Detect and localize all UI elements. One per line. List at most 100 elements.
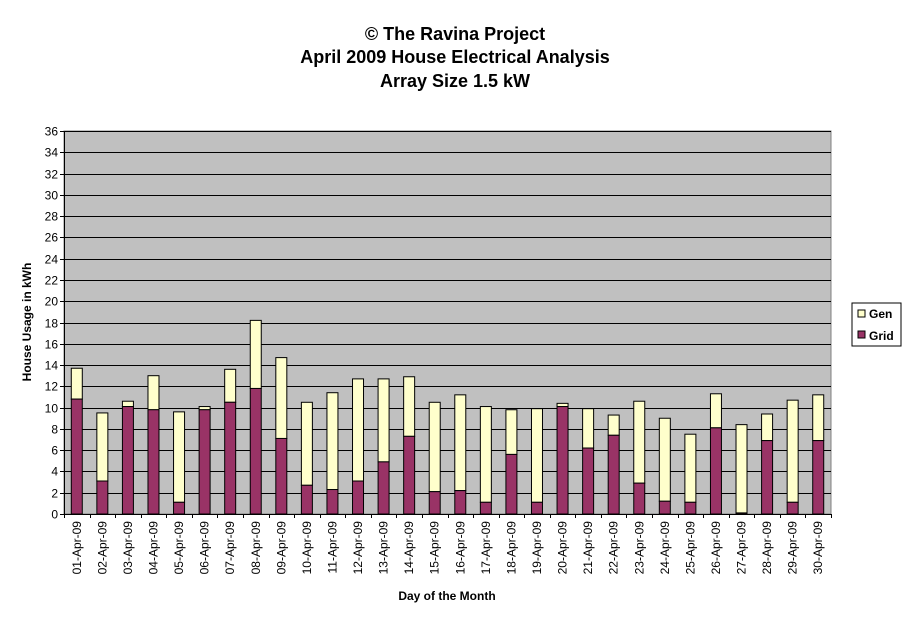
bar-gen-23	[633, 400, 646, 484]
bar-grid-3	[121, 406, 134, 515]
y-tick-label: 16	[45, 338, 59, 352]
chart-title-line-1: © The Ravina Project	[365, 24, 545, 44]
x-tick-label: 19-Apr-09	[530, 521, 544, 575]
y-tick-label: 4	[51, 465, 58, 479]
y-tick-label: 12	[45, 380, 59, 394]
x-tick-labels: 01-Apr-09 02-Apr-09 03-Apr-09 04-Apr-09 05-A…	[70, 521, 825, 575]
y-tick-label: 22	[45, 274, 59, 288]
bar-grid-5	[173, 501, 186, 515]
bar-gen-15	[428, 401, 441, 493]
bar-grid-12	[352, 480, 365, 515]
bar-grid-25	[684, 501, 697, 515]
bar-gen-2	[96, 412, 109, 482]
x-tick-label: 30-Apr-09	[811, 521, 825, 575]
x-tick-label: 27-Apr-09	[735, 521, 749, 575]
x-tick-label: 11-Apr-09	[325, 521, 339, 574]
x-tick-label: 28-Apr-09	[760, 521, 774, 575]
bar-gen-24	[658, 417, 671, 502]
bar-grid-27	[735, 512, 748, 515]
bar-gen-19	[530, 408, 543, 503]
chart-title-line-3: Array Size 1.5 kW	[380, 71, 530, 91]
bar-grid-21	[582, 447, 595, 515]
x-tick-label: 17-Apr-09	[479, 521, 493, 575]
bar-gen-7	[224, 368, 237, 403]
bar-gen-28	[761, 413, 774, 442]
x-tick-label: 07-Apr-09	[223, 521, 237, 575]
y-tick-label: 30	[45, 189, 59, 203]
x-tick-label: 02-Apr-09	[95, 521, 109, 575]
bar-gen-8	[249, 319, 262, 389]
y-tick-label: 24	[45, 253, 59, 267]
bar-grid-14	[403, 435, 416, 515]
x-axis-title: Day of the Month	[398, 589, 495, 603]
x-tick-label: 16-Apr-09	[453, 521, 467, 575]
bar-gen-27	[735, 424, 748, 514]
x-tick-label: 12-Apr-09	[351, 521, 365, 575]
bar-grid-9	[275, 437, 288, 515]
bar-gen-21	[582, 408, 595, 449]
bar-gen-3	[121, 400, 134, 408]
bar-grid-15	[428, 491, 441, 515]
bar-gen-4	[147, 375, 160, 411]
bar-grid-10	[300, 484, 313, 515]
x-tick-label: 08-Apr-09	[249, 521, 263, 575]
legend-label-gen: Gen	[869, 307, 892, 321]
bar-grid-18	[505, 453, 518, 515]
bar-grid-11	[326, 489, 339, 515]
gridlines	[64, 131, 831, 494]
bar-grid-19	[530, 501, 543, 515]
legend-label-grid: Grid	[869, 329, 894, 343]
y-axis-title: House Usage in kWh	[20, 263, 34, 382]
bar-gen-11	[326, 392, 339, 491]
x-tick-label: 04-Apr-09	[146, 521, 160, 575]
x-tick-label: 21-Apr-09	[581, 521, 595, 575]
bar-gen-25	[684, 433, 697, 503]
bar-grid-20	[556, 406, 569, 515]
bar-gen-13	[377, 378, 390, 463]
x-tick-label: 05-Apr-09	[172, 521, 186, 575]
x-tick-label: 24-Apr-09	[658, 521, 672, 575]
bar-grid-17	[479, 501, 492, 515]
x-tick-label: 25-Apr-09	[683, 521, 697, 575]
x-tick-label: 22-Apr-09	[607, 521, 621, 575]
x-tick-label: 23-Apr-09	[632, 521, 646, 575]
bar-grid-4	[147, 409, 160, 515]
bar-gen-14	[403, 376, 416, 437]
x-tick-label: 20-Apr-09	[556, 521, 570, 575]
y-tick-label: 8	[51, 423, 58, 437]
x-tick-label: 29-Apr-09	[786, 521, 800, 575]
bar-grid-1	[70, 398, 83, 515]
bar-grid-6	[198, 409, 211, 515]
y-tick-label: 34	[45, 146, 59, 160]
y-tick-label: 0	[51, 508, 58, 522]
chart-title-line-2: April 2009 House Electrical Analysis	[300, 47, 609, 67]
x-tick-label: 03-Apr-09	[121, 521, 135, 575]
bar-gen-18	[505, 409, 518, 455]
x-tick-label: 10-Apr-09	[300, 521, 314, 575]
y-tick-label: 32	[45, 168, 59, 182]
x-tick-label: 26-Apr-09	[709, 521, 723, 575]
x-tick-label: 09-Apr-09	[274, 521, 288, 575]
x-tick-label: 06-Apr-09	[198, 521, 212, 575]
legend-swatch-grid	[857, 330, 866, 339]
x-tick-label: 13-Apr-09	[377, 521, 391, 575]
bar-gen-22	[607, 414, 620, 436]
y-tick-label: 36	[45, 125, 59, 139]
bar-grid-28	[761, 440, 774, 515]
bar-grid-13	[377, 461, 390, 515]
bar-gen-10	[300, 401, 313, 486]
bar-gen-30	[812, 394, 825, 442]
bar-grid-26	[709, 427, 722, 515]
y-tick-label: 14	[45, 359, 59, 373]
bar-grid-7	[224, 401, 237, 515]
bar-gen-26	[709, 393, 722, 429]
bar-gen-5	[173, 411, 186, 503]
x-tick-label: 01-Apr-09	[70, 521, 84, 575]
x-tick-label: 14-Apr-09	[402, 521, 416, 575]
y-tick-label: 18	[45, 317, 59, 331]
bar-grid-30	[812, 440, 825, 515]
bar-gen-9	[275, 357, 288, 439]
x-tick-label: 15-Apr-09	[428, 521, 442, 575]
